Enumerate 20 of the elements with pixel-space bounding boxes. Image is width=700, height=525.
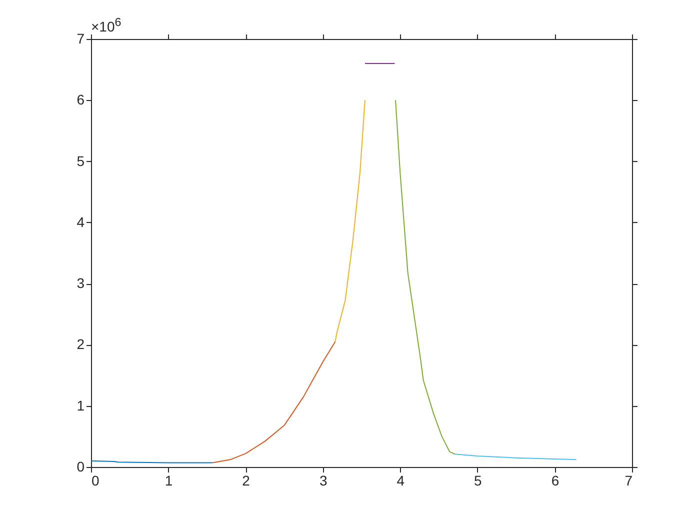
line-series (334, 100, 366, 342)
y-tick-label: 4 (76, 214, 85, 230)
y-tick-label: 2 (76, 336, 85, 352)
line-series (395, 100, 456, 455)
y-tick-label: 0 (76, 458, 85, 474)
y-tick-label: 7 (76, 30, 85, 46)
line-series (212, 341, 336, 464)
text: ×10$^{6}$ (91, 16, 122, 35)
x-tick-label: 1 (164, 472, 173, 488)
x-tick-label: 6 (551, 472, 560, 488)
y-tick-label: 5 (76, 152, 85, 169)
x-tick-label: 4 (396, 472, 405, 488)
x-tick-label: 5 (474, 472, 482, 488)
x-tick-label: 7 (624, 472, 633, 488)
x-tick-label: 0 (92, 472, 100, 488)
y-tick-label: 6 (76, 92, 85, 108)
x-tick-label: 2 (242, 472, 250, 488)
y-tick-label: 1 (76, 397, 85, 414)
x-tick-label: 3 (319, 472, 328, 488)
y-tick-label: 3 (76, 275, 85, 292)
